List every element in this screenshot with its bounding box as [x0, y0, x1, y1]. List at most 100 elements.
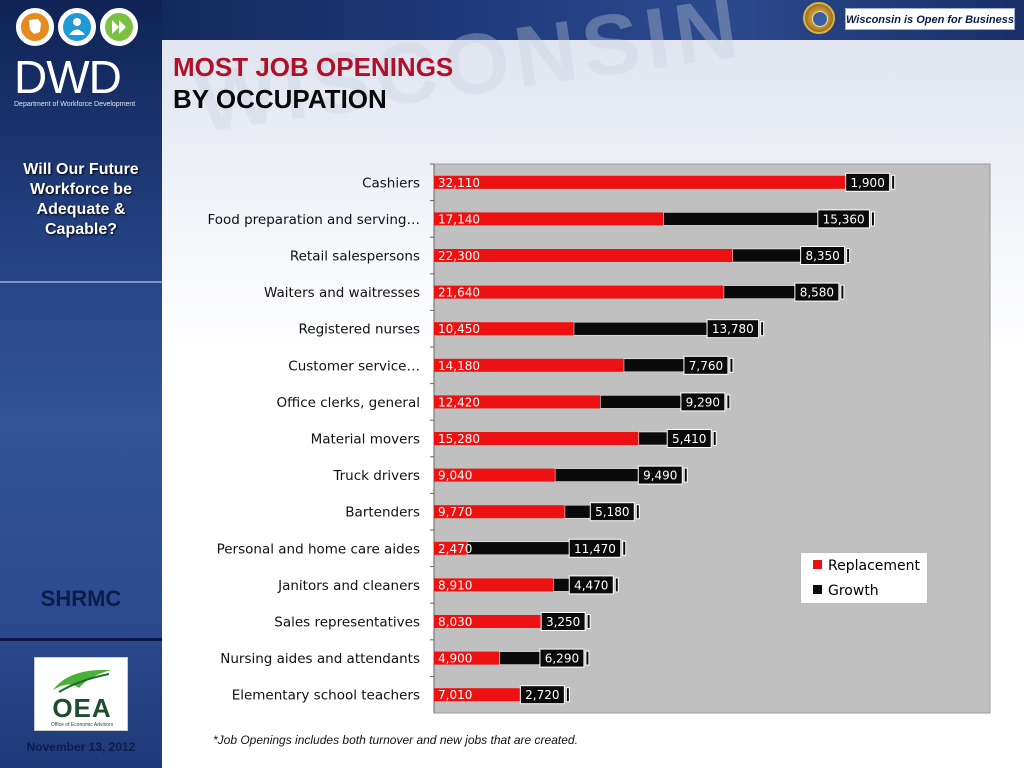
growth-value-label-box [817, 209, 870, 229]
bar-replacement [434, 468, 556, 482]
growth-value-label-box [589, 502, 635, 522]
bar-replacement [434, 432, 639, 445]
growth-value-label-box [683, 355, 729, 375]
growth-value-label-box [568, 575, 614, 595]
dwd-logo-text: DWD [14, 51, 122, 103]
slide-title: MOST JOB OPENINGS [173, 52, 454, 82]
org-label: SHRMC [40, 586, 122, 611]
growth-value-label-box [568, 538, 622, 558]
growth-value-label: 2,720 [525, 688, 559, 702]
category-label: Retail salespersons [290, 249, 420, 265]
legend-swatch [813, 560, 822, 569]
growth-value-label: 7,760 [689, 359, 723, 373]
growth-value-label: 15,360 [823, 212, 865, 226]
replacement-value-label: 2,470 [438, 542, 472, 556]
bar-replacement [434, 175, 865, 189]
growth-value-label-box [539, 648, 585, 668]
bar-replacement [434, 578, 554, 592]
bar-end-marker [614, 577, 619, 593]
replacement-value-label: 7,010 [438, 688, 472, 702]
sidebar-question: Will Our Future Workforce be Adequate & … [23, 161, 139, 238]
slogan-badge: Wisconsin is Open for Business [845, 8, 1015, 30]
category-label: Personal and home care aides [217, 541, 420, 557]
category-label: Truck drivers [332, 468, 420, 484]
growth-value-label: 1,900 [850, 176, 884, 190]
growth-value-label: 8,350 [805, 249, 839, 263]
people-icon [58, 8, 96, 46]
growth-value-label-box [845, 172, 891, 192]
sidebar: DWD Department of Workforce Development … [0, 0, 162, 768]
bar-replacement [434, 249, 733, 262]
growth-value-label-box [706, 319, 760, 339]
bar-end-marker [729, 357, 734, 373]
slide-subtitle: BY OCCUPATION [173, 84, 387, 114]
bar-replacement [434, 395, 601, 409]
bar-end-marker [846, 248, 851, 263]
growth-value-label: 9,490 [643, 469, 677, 483]
bar-end-marker [586, 614, 591, 629]
bar-end-marker [760, 321, 765, 337]
bar-replacement [434, 541, 468, 555]
replacement-value-label: 4,900 [438, 652, 472, 666]
sidebar-divider [0, 281, 162, 283]
growth-value-label: 13,780 [712, 322, 754, 336]
chart-legend: Replacement Growth [800, 552, 928, 604]
replacement-value-label: 22,300 [438, 249, 480, 263]
bar-end-marker [840, 284, 845, 300]
bar-end-marker [683, 467, 688, 483]
category-label: Waiters and waitresses [264, 285, 420, 301]
state-seal-icon [803, 2, 835, 34]
top-banner: Wisconsin is Open for Business [0, 0, 1024, 40]
growth-value-label: 5,410 [672, 432, 706, 446]
bar-replacement [434, 212, 664, 226]
category-label: Nursing aides and attendants [220, 651, 420, 667]
bar-replacement [434, 651, 500, 665]
leaf-icon [53, 669, 111, 693]
wisconsin-map-icon [16, 8, 54, 46]
bar-end-marker [712, 431, 717, 446]
oea-logo-subtitle: Office of Economic Advisors [50, 722, 114, 728]
replacement-value-label: 12,420 [438, 395, 480, 409]
growth-value-label: 5,180 [595, 505, 629, 519]
bar-end-marker [726, 394, 731, 410]
category-label: Office clerks, general [277, 395, 420, 411]
legend-item-replacement: Replacement [813, 557, 920, 575]
category-label: Elementary school teachers [232, 688, 420, 704]
presentation-date: November 13, 2012 [26, 740, 136, 754]
category-label: Food preparation and serving… [207, 212, 420, 228]
growth-value-label: 8,580 [800, 286, 834, 300]
growth-value-label-box [637, 465, 683, 485]
growth-value-label-box [680, 392, 726, 412]
legend-label: Replacement [828, 558, 920, 574]
category-label: Sales representatives [274, 615, 420, 631]
growth-value-label-box [540, 612, 586, 631]
growth-value-label-box [666, 429, 712, 448]
growth-value-label: 4,470 [574, 578, 608, 592]
category-label: Customer service… [288, 358, 420, 374]
bar-end-marker [891, 174, 896, 190]
replacement-value-label: 14,180 [438, 359, 480, 373]
bar-end-marker [622, 540, 627, 556]
growth-value-label: 9,290 [686, 395, 720, 409]
legend-swatch [813, 585, 822, 594]
sidebar-divider [0, 638, 162, 641]
job-openings-chart: Cashiers 32,110 1,900 Food preparation and … [207, 163, 991, 714]
bar-end-marker [585, 650, 590, 666]
replacement-value-label: 8,910 [438, 578, 472, 592]
replacement-value-label: 9,770 [438, 505, 472, 519]
bar-end-marker [870, 211, 875, 227]
category-label: Cashiers [362, 175, 420, 191]
category-label: Material movers [311, 432, 420, 448]
replacement-value-label: 21,640 [438, 286, 480, 300]
growth-value-label: 3,250 [546, 615, 580, 629]
bar-replacement [434, 688, 528, 702]
replacement-value-label: 9,040 [438, 469, 472, 483]
forward-arrows-icon [100, 8, 138, 46]
replacement-value-label: 15,280 [438, 432, 480, 446]
bar-end-marker [635, 504, 640, 520]
oea-logo-text: OEA [52, 693, 112, 723]
category-label: Registered nurses [299, 322, 421, 338]
legend-label: Growth [828, 583, 879, 599]
legend-item-growth: Growth [813, 582, 879, 600]
growth-value-label: 11,470 [574, 542, 616, 556]
